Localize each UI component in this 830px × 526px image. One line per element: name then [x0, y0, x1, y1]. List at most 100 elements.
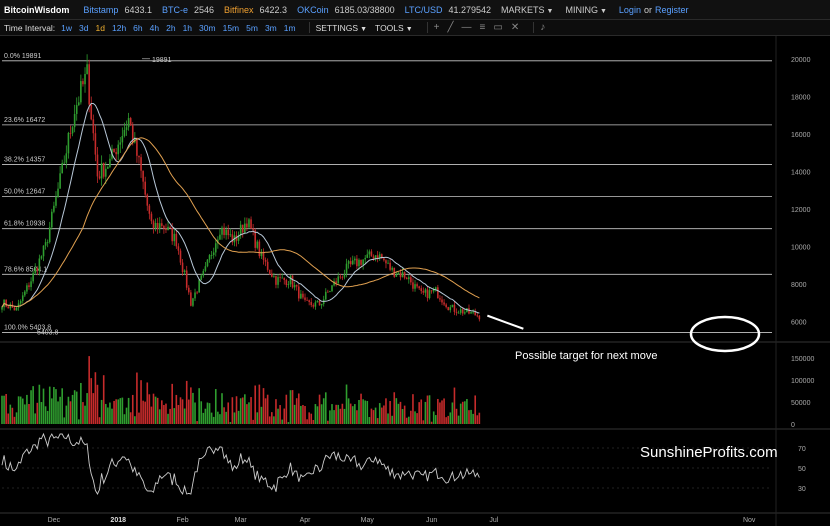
volume-bar — [125, 407, 128, 424]
interval-1w[interactable]: 1w — [61, 22, 73, 33]
volume-bar — [478, 412, 481, 424]
interval-12h[interactable]: 12h — [111, 22, 127, 33]
volume-bar — [38, 384, 41, 424]
candle-body — [73, 113, 76, 128]
candle-body — [376, 255, 379, 258]
target-ellipse — [689, 315, 761, 353]
candle-body — [1, 307, 3, 310]
volume-bar — [11, 407, 14, 424]
candle-body — [67, 132, 70, 154]
candle-body — [229, 234, 232, 236]
volume-bar — [248, 402, 250, 424]
candle-body — [333, 281, 335, 286]
candle-body — [420, 288, 423, 292]
horizontal-line-icon[interactable]: — — [461, 22, 472, 33]
candle-body — [214, 243, 217, 253]
volume-bar — [210, 412, 213, 424]
volume-bar — [194, 402, 196, 424]
volume-bar — [432, 411, 435, 424]
interval-15m[interactable]: 15m — [222, 22, 240, 33]
volume-bar — [121, 397, 124, 424]
candle-body — [239, 224, 242, 236]
candle-body — [391, 267, 393, 270]
trendline-icon[interactable]: ╱ — [447, 22, 454, 33]
mining-menu[interactable]: MINING ▼ — [565, 5, 606, 15]
time-axis-label: Mar — [235, 517, 248, 524]
fibonacci-icon[interactable]: ≡ — [479, 22, 486, 33]
chevron-down-icon: ▼ — [599, 7, 607, 15]
volume-bar — [395, 398, 398, 424]
candle-body — [115, 151, 117, 155]
interval-3d[interactable]: 3d — [79, 22, 89, 33]
candle-body — [198, 279, 200, 293]
volume-bar — [407, 416, 410, 424]
candle-body — [358, 259, 360, 267]
volume-bar — [424, 401, 427, 424]
volume-bar — [200, 401, 203, 424]
volume-bar — [129, 412, 132, 424]
register-link[interactable]: Register — [654, 4, 689, 15]
candle-body — [447, 307, 450, 311]
volume-bar — [15, 412, 18, 424]
interval-2h[interactable]: 2h — [166, 22, 176, 33]
volume-bar — [370, 408, 373, 424]
ticker-okcoin[interactable]: OKCoin 6185.03/38800 — [297, 5, 395, 15]
candle-body — [217, 239, 219, 244]
settings-menu[interactable]: SETTINGS ▼ — [316, 23, 367, 33]
interval-4h[interactable]: 4h — [149, 22, 160, 33]
volume-bar — [48, 386, 51, 424]
login-link[interactable]: Login — [618, 4, 641, 15]
volume-bar — [470, 409, 472, 424]
volume-bar — [349, 403, 352, 424]
candle-body — [84, 74, 86, 85]
candle-body — [418, 286, 420, 289]
interval-3m[interactable]: 3m — [264, 22, 277, 33]
interval-5m[interactable]: 5m — [246, 22, 258, 33]
markets-menu[interactable]: MARKETS ▼ — [501, 5, 553, 15]
interval-6h[interactable]: 6h — [133, 22, 143, 33]
rectangle-icon[interactable]: ▭ — [493, 22, 503, 33]
tools-menu[interactable]: TOOLS ▼ — [375, 23, 413, 33]
volume-bar — [131, 394, 134, 424]
ticker-bitstamp[interactable]: Bitstamp 6433.1 — [83, 5, 152, 15]
alert-bell-icon[interactable]: ♪ — [540, 22, 546, 33]
volume-bar — [34, 413, 37, 424]
brand-logo[interactable]: BitcoinWisdom — [4, 4, 70, 15]
candle-body — [119, 142, 122, 145]
ticker-btce[interactable]: BTC-e 2546 — [162, 5, 214, 15]
candle-body — [46, 242, 49, 243]
volume-bar — [229, 422, 232, 424]
volume-bar — [287, 422, 290, 424]
interval-1h[interactable]: 1h — [182, 22, 193, 33]
trash-icon[interactable]: ✕ — [510, 22, 520, 33]
volume-bar — [134, 416, 136, 424]
candle-body — [291, 275, 294, 288]
interval-30m[interactable]: 30m — [199, 22, 216, 33]
volume-bar — [46, 410, 49, 424]
candle-body — [53, 205, 55, 212]
volume-bar — [466, 399, 468, 424]
candle-body — [422, 291, 425, 293]
interval-1m[interactable]: 1m — [283, 22, 296, 33]
candle-body — [341, 277, 344, 279]
candle-body — [351, 260, 354, 265]
candle-body — [258, 241, 261, 257]
volume-bar — [316, 406, 319, 424]
candle-body — [94, 133, 97, 155]
ticker-bitfinex[interactable]: Bitfinex 6422.3 — [224, 5, 287, 15]
ticker-ltcusd[interactable]: LTC/USD 41.279542 — [405, 5, 491, 15]
candle-body — [451, 304, 454, 308]
volume-bar — [28, 403, 30, 424]
ticker-exchange: Bitfinex — [224, 4, 254, 15]
interval-1d[interactable]: 1d — [95, 22, 105, 33]
volume-bar — [171, 383, 173, 424]
crosshair-icon[interactable]: + — [433, 22, 440, 33]
fib-level-label: 100.0% 5403.8 — [4, 324, 51, 331]
candle-body — [148, 205, 151, 214]
tools-menu-label: TOOLS — [375, 22, 404, 33]
volume-bar — [204, 408, 207, 424]
volume-bar — [403, 405, 406, 424]
candle-body — [399, 272, 402, 278]
volume-bar — [140, 380, 142, 424]
